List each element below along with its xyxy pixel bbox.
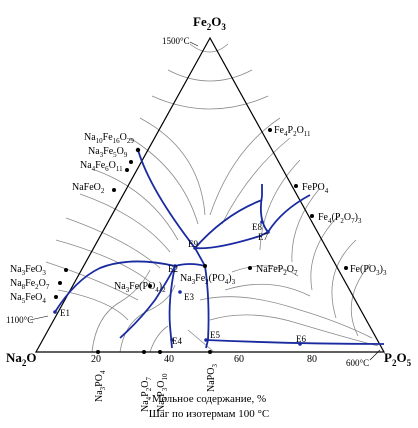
inner-compound-labels: Na3Fe(PO4)2 Na3Fe2(PO4)3 NaFeP2O7 — [114, 264, 298, 294]
axis-ticks: 20 40 60 80 — [91, 354, 317, 365]
label-e7: E7 — [258, 232, 268, 242]
label-na4fe6o11: Na4Fe6O11 — [80, 160, 123, 173]
label-na5feo4: Na5FeO4 — [10, 292, 46, 305]
label-e2: E2 — [168, 264, 178, 274]
label-na5p3o10: Na5P3O10 — [156, 373, 169, 412]
label-na3fe2po43: Na3Fe2(PO4)3 — [180, 273, 236, 286]
label-fe4p2o11: Fe4P2O11 — [274, 125, 311, 138]
label-fepo33: Fe(PO3)3 — [350, 264, 387, 277]
label-fepo4: FePO4 — [302, 182, 329, 195]
footer-line1: Мольное содержание, % — [151, 393, 267, 405]
label-e4: E4 — [172, 336, 182, 346]
tick-40: 40 — [164, 354, 174, 365]
label-na8fe2o7: Na8Fe2O7 — [10, 278, 50, 291]
label-na3fe5o9: Na3Fe5O9 — [88, 146, 128, 159]
label-napo3: NaPO3 — [206, 364, 219, 392]
label-na4p2o7: Na4P2O7 — [140, 377, 153, 412]
vertex-fe2o3: Fe2O3 — [193, 14, 226, 32]
label-e8: E8 — [252, 222, 262, 232]
label-na3po4: Na3PO4 — [94, 370, 107, 402]
compound-points — [54, 128, 348, 354]
temp-1100: 1100°C — [6, 315, 33, 325]
temp-600: 600°C — [346, 358, 369, 368]
label-e3: E3 — [184, 292, 194, 302]
right-compound-labels: Fe4P2O11 FePO4 Fe4(P2O7)3 Fe(PO3)3 — [274, 125, 387, 277]
left-compound-labels: Na10Fe16O29 Na3Fe5O9 Na4Fe6O11 NaFeO2 Na… — [10, 132, 134, 305]
tick-20: 20 — [91, 354, 101, 365]
isotherm-lines — [45, 43, 379, 353]
vertex-na2o: Na2O — [6, 350, 37, 368]
label-e6: E6 — [296, 334, 306, 344]
vertex-p2o5: P2O5 — [384, 350, 412, 368]
label-nafep2o7: NaFeP2O7 — [256, 264, 298, 277]
bottom-compound-labels: Na3PO4 Na4P2O7 Na5P3O10 NaPO3 — [94, 364, 219, 412]
eutectic-points — [53, 220, 302, 346]
composition-triangle — [34, 36, 386, 353]
label-na10fe16o29: Na10Fe16O29 — [84, 132, 134, 145]
label-na3fepo42: Na3Fe(PO4)2 — [114, 281, 166, 294]
label-na3feo3: Na3FeO3 — [10, 264, 46, 277]
label-nafeo2: NaFeO2 — [72, 182, 105, 195]
footer-line2: Шаг по изотермам 100 °C — [148, 408, 270, 420]
boundary-lines — [54, 149, 385, 349]
eutectic-labels: E1 E2 E3 E4 E5 E6 E7 E8 E9 — [60, 222, 306, 346]
label-fe4p2o73: Fe4(P2O7)3 — [318, 212, 362, 225]
label-e9: E9 — [188, 239, 198, 249]
tick-60: 60 — [234, 354, 244, 365]
temperature-labels: 1500°C 1100°C 600°C — [6, 36, 381, 368]
tick-80: 80 — [307, 354, 317, 365]
temp-1500: 1500°C — [162, 36, 190, 46]
label-e1: E1 — [60, 308, 70, 318]
label-e5: E5 — [210, 330, 220, 340]
vertex-labels: Fe2O3 Na2O P2O5 — [6, 14, 412, 368]
